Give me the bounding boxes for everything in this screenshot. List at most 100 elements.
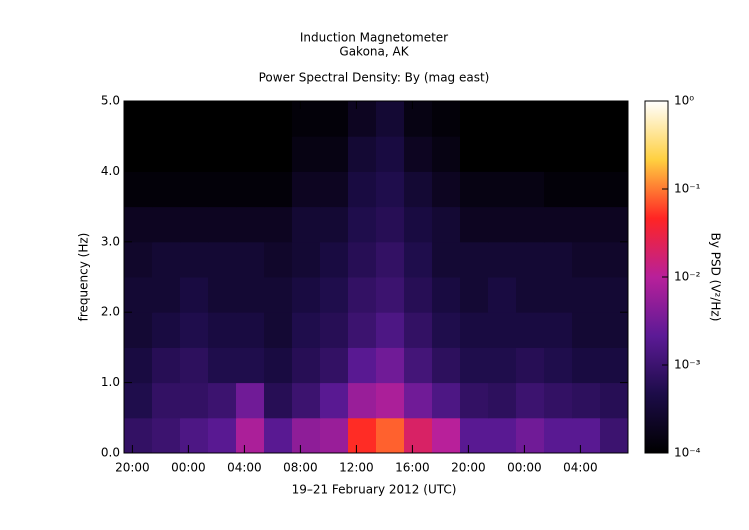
- heatmap-cell: [488, 241, 517, 278]
- heatmap-cell: [264, 277, 293, 313]
- heatmap-cell: [208, 417, 237, 454]
- heatmap-cell: [264, 171, 293, 208]
- heatmap-cell: [488, 171, 517, 208]
- heatmap-cell: [432, 136, 461, 172]
- heatmap-cell: [320, 382, 349, 419]
- heatmap-cell: [208, 382, 237, 419]
- heatmap-cell: [292, 101, 321, 137]
- heatmap-cell: [180, 347, 209, 384]
- heatmap-cell: [152, 136, 181, 172]
- heatmap-cell: [460, 136, 489, 172]
- heatmap-cell: [572, 277, 601, 313]
- heatmap-cell: [600, 136, 629, 172]
- x-tick-label: 04:00: [563, 461, 598, 475]
- heatmap-cell: [600, 171, 629, 208]
- heatmap-cell: [320, 277, 349, 313]
- heatmap-cell: [348, 171, 377, 208]
- heatmap-cell: [320, 312, 349, 348]
- colorbar-tick-label: 10⁻⁴: [674, 446, 701, 460]
- heatmap-cell: [600, 206, 629, 243]
- heatmap-cell: [208, 277, 237, 313]
- y-tick-label: 0.0: [101, 446, 120, 460]
- heatmap-cell: [124, 101, 153, 137]
- heatmap-cell: [460, 206, 489, 243]
- heatmap-cell: [488, 347, 517, 384]
- y-tick-label: 5.0: [101, 94, 120, 108]
- heatmap-cell: [152, 347, 181, 384]
- heatmap-cell: [208, 241, 237, 278]
- heatmap-cell: [236, 171, 265, 208]
- heatmap-cell: [180, 101, 209, 137]
- heatmap-cell: [124, 347, 153, 384]
- heatmap-cell: [124, 277, 153, 313]
- heatmap-cell: [572, 382, 601, 419]
- heatmap-cell: [544, 101, 573, 137]
- heatmap-cell: [432, 277, 461, 313]
- x-tick-label: 00:00: [507, 461, 542, 475]
- x-tick-label: 20:00: [451, 461, 486, 475]
- heatmap-cell: [208, 136, 237, 172]
- heatmap-cell: [572, 136, 601, 172]
- colorbar-label: By PSD (V²/Hz): [709, 233, 723, 322]
- heatmap-cell: [376, 136, 405, 172]
- heatmap-cell: [152, 417, 181, 454]
- heatmap-cell: [292, 241, 321, 278]
- heatmap-cell: [516, 347, 545, 384]
- heatmap-cell: [404, 101, 433, 137]
- heatmap-cell: [516, 417, 545, 454]
- heatmap-cell: [516, 277, 545, 313]
- heatmap-cell: [404, 382, 433, 419]
- y-tick-label: 1.0: [101, 375, 120, 389]
- heatmap-cell: [516, 171, 545, 208]
- y-tick-label: 4.0: [101, 164, 120, 178]
- heatmap-cell: [320, 206, 349, 243]
- heatmap-cell: [348, 101, 377, 137]
- heatmap-cell: [544, 277, 573, 313]
- heatmap-cell: [180, 382, 209, 419]
- heatmap-cell: [376, 277, 405, 313]
- heatmap-cell: [292, 277, 321, 313]
- heatmap-cell: [180, 241, 209, 278]
- heatmap-cell: [404, 206, 433, 243]
- heatmap-cell: [292, 171, 321, 208]
- heatmap-cell: [236, 382, 265, 419]
- x-tick-label: 04:00: [227, 461, 262, 475]
- heatmap-cell: [460, 382, 489, 419]
- heatmap-cell: [208, 101, 237, 137]
- heatmap-cell: [432, 171, 461, 208]
- heatmap-cell: [432, 312, 461, 348]
- heatmap-cell: [460, 171, 489, 208]
- heatmap-cell: [516, 206, 545, 243]
- heatmap-cell: [600, 347, 629, 384]
- heatmap-cell: [236, 347, 265, 384]
- x-axis-label: 19–21 February 2012 (UTC): [292, 483, 457, 497]
- heatmap-cell: [180, 136, 209, 172]
- heatmap-cell: [544, 347, 573, 384]
- heatmap-cell: [600, 312, 629, 348]
- y-tick-label: 3.0: [101, 234, 120, 248]
- heatmap-cell: [124, 312, 153, 348]
- heatmap-cell: [208, 347, 237, 384]
- heatmap-cell: [404, 277, 433, 313]
- heatmap-cell: [544, 206, 573, 243]
- x-tick-label: 16:00: [395, 461, 430, 475]
- heatmap-cell: [376, 382, 405, 419]
- heatmap-cell: [124, 382, 153, 419]
- heatmap-cell: [348, 206, 377, 243]
- chart-subtitle: Gakona, AK: [339, 45, 409, 59]
- heatmap-cell: [600, 101, 629, 137]
- heatmap-cell: [264, 206, 293, 243]
- heatmap-cell: [124, 241, 153, 278]
- heatmap-cell: [516, 241, 545, 278]
- heatmap-cell: [124, 417, 153, 454]
- heatmap-cell: [320, 171, 349, 208]
- heatmap-cell: [208, 312, 237, 348]
- heatmap-cell: [320, 101, 349, 137]
- heatmap-cell: [264, 382, 293, 419]
- heatmap-cell: [516, 312, 545, 348]
- heatmap-cell: [404, 312, 433, 348]
- heatmap-cell: [600, 417, 629, 454]
- heatmap-cell: [348, 417, 377, 454]
- heatmap-cell: [516, 382, 545, 419]
- plot-title: Power Spectral Density: By (mag east): [259, 71, 490, 85]
